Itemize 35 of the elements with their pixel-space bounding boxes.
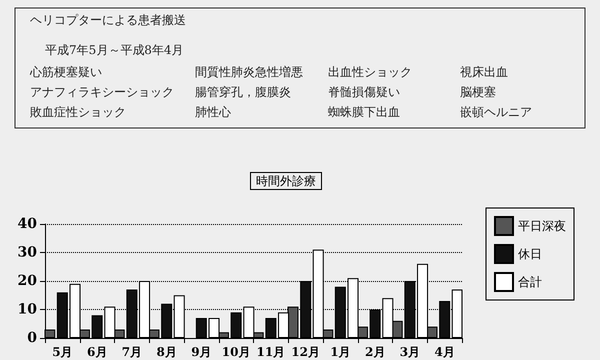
chart-title: 時間外診療 bbox=[256, 174, 316, 188]
text: ヘリコプターによる患者搬送 bbox=[30, 13, 186, 27]
x-tick-label: 5月 bbox=[52, 345, 73, 359]
text: 脊髄損傷疑い bbox=[328, 85, 400, 99]
x-tick-label: 1月 bbox=[330, 345, 351, 359]
text: 肺性心 bbox=[195, 105, 231, 119]
x-tick-label: 9月 bbox=[191, 345, 212, 359]
y-tick-label: 10 bbox=[18, 302, 38, 318]
x-tick-label: 10月 bbox=[222, 345, 250, 359]
text: 脳梗塞 bbox=[460, 85, 496, 99]
y-tick-label: 0 bbox=[27, 330, 38, 346]
y-tick-label: 40 bbox=[18, 216, 38, 232]
legend-label: 平日深夜 bbox=[518, 219, 566, 233]
x-tick-label: 2月 bbox=[364, 345, 386, 359]
x-tick-label: 7月 bbox=[122, 345, 142, 359]
text: 蜘蛛膜下出血 bbox=[328, 105, 400, 119]
x-tick-label: 6月 bbox=[86, 345, 108, 359]
text: 嵌頓ヘルニア bbox=[460, 105, 532, 119]
text: 平成7年5月～平成8年4月 bbox=[45, 43, 184, 57]
y-tick-label: 30 bbox=[18, 244, 38, 260]
x-tick-label: 4月 bbox=[434, 345, 455, 359]
text: 心筋梗塞疑い bbox=[29, 65, 102, 79]
x-tick-label: 11月 bbox=[256, 345, 286, 359]
text: 腸管穿孔，腹膜炎 bbox=[195, 85, 291, 99]
y-tick-label: 20 bbox=[18, 273, 38, 289]
x-tick-label: 3月 bbox=[400, 345, 420, 359]
text: 出血性ショック bbox=[328, 65, 412, 79]
text: 視床出血 bbox=[460, 65, 508, 79]
text: アナフィラキシーショック bbox=[30, 85, 174, 99]
legend-label: 合計 bbox=[518, 275, 542, 289]
x-tick-label: 12月 bbox=[291, 345, 320, 359]
x-tick-label: 8月 bbox=[156, 345, 177, 359]
text: 敗血症性ショック bbox=[30, 105, 126, 119]
text: 間質性肺炎急性増悪 bbox=[195, 65, 303, 79]
legend-label: 休日 bbox=[518, 247, 542, 261]
